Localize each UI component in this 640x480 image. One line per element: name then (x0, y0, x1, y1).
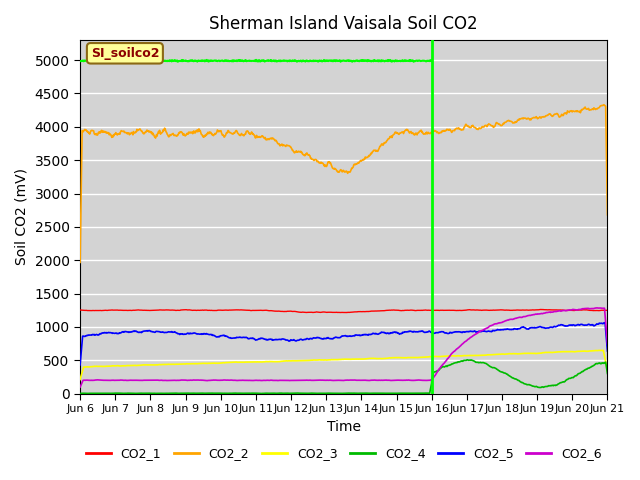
Title: Sherman Island Vaisala Soil CO2: Sherman Island Vaisala Soil CO2 (209, 15, 478, 33)
X-axis label: Time: Time (327, 420, 361, 433)
Text: SI_soilco2: SI_soilco2 (91, 47, 159, 60)
Legend: CO2_1, CO2_2, CO2_3, CO2_4, CO2_5, CO2_6: CO2_1, CO2_2, CO2_3, CO2_4, CO2_5, CO2_6 (81, 442, 607, 465)
Y-axis label: Soil CO2 (mV): Soil CO2 (mV) (15, 168, 29, 265)
